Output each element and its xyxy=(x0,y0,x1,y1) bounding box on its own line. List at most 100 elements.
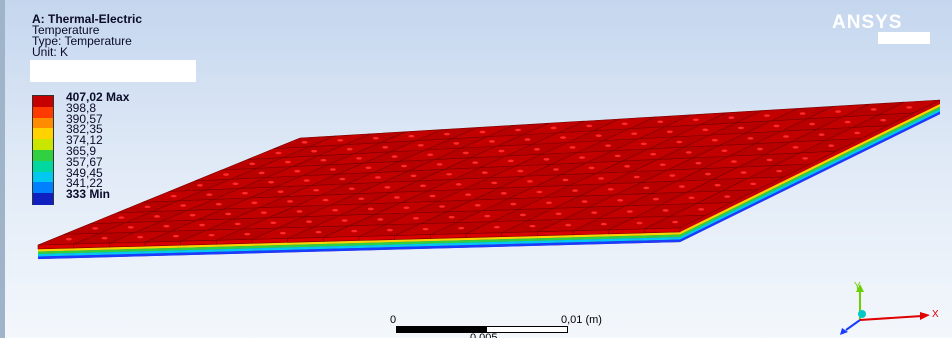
block-highlight xyxy=(346,147,353,151)
block-highlight xyxy=(591,211,598,215)
side-face-band xyxy=(680,111,940,243)
block-highlight xyxy=(170,194,177,198)
block-highlight xyxy=(474,203,481,207)
block-highlight xyxy=(633,175,640,179)
block-front xyxy=(465,232,502,238)
block-highlight xyxy=(581,200,588,203)
block-highlight xyxy=(498,149,505,153)
block-highlight xyxy=(223,173,230,176)
block-highlight xyxy=(536,190,543,194)
side-face-band xyxy=(680,106,940,238)
block-highlight xyxy=(854,131,861,135)
block-highlight xyxy=(659,163,666,167)
block-highlight xyxy=(306,220,313,223)
block-highlight xyxy=(617,199,624,202)
color-legend[interactable] xyxy=(32,95,54,206)
block-highlight xyxy=(337,138,344,142)
block-highlight xyxy=(598,177,605,180)
block-highlight xyxy=(524,138,531,141)
block-highlight xyxy=(676,140,683,144)
front-face-band xyxy=(38,239,680,260)
block-highlight xyxy=(631,132,638,136)
block-highlight xyxy=(356,157,363,160)
block-highlight xyxy=(493,225,500,229)
x-axis-arrow xyxy=(859,315,923,321)
block-highlight xyxy=(429,194,436,198)
block-highlight xyxy=(747,137,754,140)
block-highlight xyxy=(410,174,417,178)
block-highlight xyxy=(268,180,275,184)
block-front xyxy=(537,230,574,237)
block-front xyxy=(572,229,609,236)
axis-triad[interactable]: Y X xyxy=(832,280,942,340)
block-highlight xyxy=(650,152,657,156)
block-highlight xyxy=(724,195,731,198)
block-highlight xyxy=(526,180,533,183)
block-highlight xyxy=(322,198,329,202)
block-highlight xyxy=(672,220,679,224)
block-front xyxy=(37,243,74,250)
block-highlight xyxy=(453,142,460,145)
block-highlight xyxy=(519,213,526,217)
block-highlight xyxy=(443,132,450,136)
block-highlight xyxy=(270,221,277,225)
legend-label: 407,02 Max xyxy=(66,90,130,104)
scale-bar-black-segment xyxy=(397,327,487,332)
block-highlight xyxy=(172,234,179,238)
legend-swatch xyxy=(33,128,53,141)
block-front xyxy=(394,234,431,240)
block-highlight xyxy=(880,118,887,122)
block-highlight xyxy=(303,179,310,182)
block-highlight xyxy=(579,156,586,159)
block-highlight xyxy=(458,226,465,230)
block-highlight xyxy=(704,172,711,176)
block-highlight xyxy=(484,214,491,218)
block-front xyxy=(144,240,181,247)
result-unit: Unit: K xyxy=(32,45,69,59)
block-highlight xyxy=(685,151,692,154)
block-highlight xyxy=(678,185,685,188)
block-highlight xyxy=(189,213,196,217)
block-highlight xyxy=(669,174,676,177)
legend-label: 333 Min xyxy=(66,187,111,202)
result-type: Type: Temperature xyxy=(32,34,132,48)
block-highlight xyxy=(284,160,291,164)
legend-label: 365,9 xyxy=(66,144,97,158)
block-highlight xyxy=(643,186,650,190)
block-highlight xyxy=(372,136,379,140)
block-highlight xyxy=(776,169,783,173)
block-highlight xyxy=(351,229,358,233)
block-highlight xyxy=(515,128,522,132)
block-highlight xyxy=(341,219,348,222)
triad-center xyxy=(858,310,866,318)
block-highlight xyxy=(565,223,572,227)
block-highlight xyxy=(234,222,241,226)
legend-swatch xyxy=(33,106,53,119)
viewport-bottom-border xyxy=(0,338,952,344)
block-highlight xyxy=(348,187,355,191)
block-highlight xyxy=(569,146,576,149)
block-highlight xyxy=(562,178,569,182)
block-highlight xyxy=(279,231,286,235)
block-highlight xyxy=(757,147,764,151)
block-highlight xyxy=(199,223,206,227)
block-highlight xyxy=(137,235,144,239)
legend-swatch xyxy=(33,117,53,130)
z-axis-arrow xyxy=(845,319,861,331)
block-highlight xyxy=(607,187,614,191)
block-highlight xyxy=(301,141,308,144)
block-highlight xyxy=(101,236,108,240)
block-highlight xyxy=(315,230,322,234)
block-highlight xyxy=(277,190,284,194)
block-highlight xyxy=(799,112,806,115)
block-highlight xyxy=(560,136,567,139)
block-highlight xyxy=(773,124,780,128)
block-highlight xyxy=(766,158,773,162)
block-highlight xyxy=(737,126,744,130)
block-highlight xyxy=(436,163,443,166)
block-front xyxy=(323,236,360,242)
block-highlight xyxy=(802,157,809,160)
block-highlight xyxy=(595,134,602,137)
